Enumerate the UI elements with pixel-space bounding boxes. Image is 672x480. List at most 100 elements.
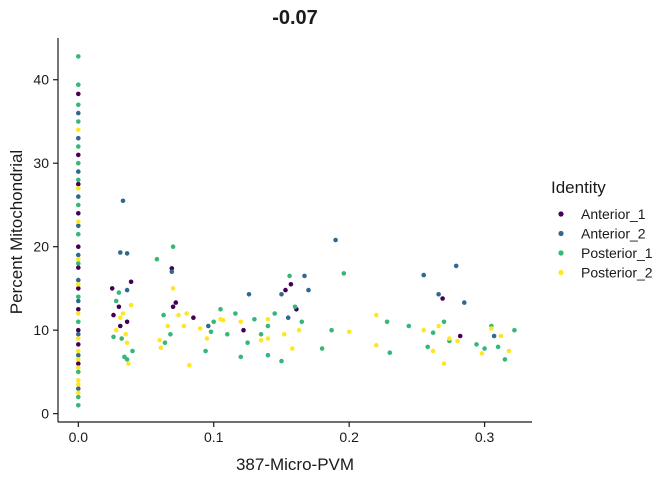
- data-point: [246, 292, 252, 297]
- legend-label: Anterior_2: [581, 226, 646, 242]
- data-point: [206, 323, 211, 329]
- data-point: [333, 237, 338, 243]
- data-point: [474, 342, 479, 347]
- data-point: [76, 277, 81, 283]
- legend-swatch: [558, 250, 564, 256]
- data-point: [220, 317, 226, 323]
- data-point: [124, 319, 130, 325]
- series-anterior-1: [76, 91, 463, 366]
- data-point: [285, 315, 291, 321]
- series-posterior-1: [76, 54, 517, 408]
- data-point: [76, 386, 81, 391]
- data-point: [292, 304, 298, 310]
- data-point: [170, 304, 176, 310]
- data-point: [306, 287, 311, 293]
- data-point: [225, 332, 230, 337]
- data-point: [288, 282, 294, 287]
- data-point: [290, 346, 295, 351]
- data-point: [123, 332, 128, 337]
- data-point: [406, 323, 412, 329]
- data-point: [302, 273, 307, 279]
- data-point: [116, 290, 122, 295]
- data-point: [329, 327, 334, 333]
- data-point: [238, 319, 244, 325]
- data-point: [76, 348, 81, 354]
- data-point: [76, 91, 81, 97]
- data-point: [238, 354, 244, 360]
- data-point: [124, 357, 130, 362]
- data-point: [76, 332, 81, 337]
- data-point: [170, 244, 176, 249]
- data-point: [120, 198, 126, 204]
- data-point: [76, 261, 81, 266]
- data-point: [116, 304, 122, 310]
- data-point: [76, 231, 81, 237]
- data-point: [258, 337, 264, 343]
- data-point: [430, 348, 436, 354]
- data-point: [168, 332, 173, 337]
- x-tick-label: 0.3: [475, 429, 495, 445]
- data-point: [176, 312, 181, 318]
- data-point: [111, 334, 116, 340]
- data-point: [197, 326, 203, 331]
- data-point: [126, 361, 131, 366]
- data-point: [169, 266, 175, 271]
- data-point: [109, 286, 115, 291]
- data-point: [208, 329, 214, 335]
- x-tick-label: 0.2: [339, 429, 359, 445]
- data-point: [233, 311, 238, 316]
- data-point: [173, 300, 179, 305]
- data-point: [453, 263, 459, 269]
- data-point: [76, 265, 81, 270]
- data-point: [161, 312, 166, 318]
- legend-label: Anterior_1: [581, 206, 646, 222]
- data-point: [462, 300, 467, 305]
- data-point: [447, 336, 452, 341]
- legend: Identity Anterior_1 Anterior_2 Posterior_1…: [551, 178, 653, 281]
- data-point: [76, 361, 81, 366]
- data-point: [187, 362, 192, 368]
- data-point: [124, 340, 130, 346]
- x-axis-label: 387-Micro-PVM: [236, 455, 354, 474]
- data-point: [118, 250, 123, 255]
- data-point: [76, 119, 81, 124]
- data-point: [506, 348, 512, 354]
- data-point: [218, 307, 223, 312]
- data-point: [119, 336, 124, 341]
- data-point: [76, 357, 81, 362]
- legend-title: Identity: [551, 178, 606, 197]
- data-point: [113, 327, 119, 333]
- data-point: [76, 394, 81, 400]
- chart-title: -0.07: [272, 7, 318, 29]
- data-point: [76, 403, 81, 408]
- data-point: [76, 211, 81, 216]
- data-point: [258, 332, 264, 337]
- data-point: [191, 315, 196, 321]
- x-tick-label: 0.0: [69, 429, 89, 445]
- data-point: [113, 298, 119, 304]
- data-point: [341, 271, 347, 276]
- data-point: [76, 177, 81, 183]
- data-point: [76, 219, 81, 224]
- data-point: [495, 344, 501, 350]
- data-point: [76, 378, 81, 383]
- data-point: [374, 312, 379, 318]
- data-point: [76, 169, 81, 174]
- data-point: [425, 344, 431, 350]
- data-point: [265, 317, 271, 322]
- data-point: [124, 251, 130, 256]
- data-point: [241, 327, 246, 333]
- data-point: [76, 365, 81, 371]
- data-point: [181, 323, 187, 329]
- data-point: [272, 311, 278, 316]
- data-point: [203, 348, 208, 354]
- data-point: [76, 336, 81, 341]
- data-point: [76, 282, 81, 287]
- data-point: [124, 287, 130, 293]
- data-point: [76, 110, 81, 116]
- data-point: [296, 327, 302, 333]
- y-axis-ticks: 0 10 20 30 40: [33, 72, 58, 422]
- data-point: [169, 269, 175, 275]
- data-point: [76, 319, 81, 325]
- y-tick-label: 20: [33, 239, 49, 255]
